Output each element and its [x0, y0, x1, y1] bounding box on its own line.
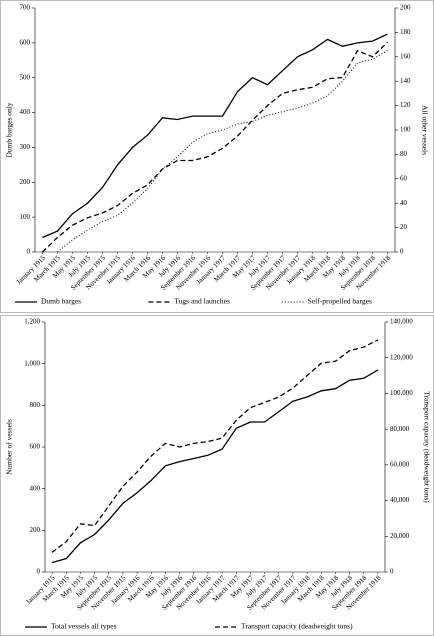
y2-tick-label: 40	[400, 199, 408, 207]
legend-label: Dumb barges	[41, 297, 81, 306]
y-tick-label: 1,200	[24, 318, 40, 326]
y-tick-label: 400	[20, 108, 31, 116]
y-tick-label: 200	[30, 526, 41, 534]
y2-axis-title: All other vessels	[420, 105, 429, 155]
y2-tick-label: 0	[390, 568, 394, 576]
y2-tick-label: 120,000	[390, 353, 413, 361]
y2-tick-label: 60	[400, 174, 408, 182]
y-tick-label: 100	[20, 213, 31, 221]
y-tick-label: 0	[27, 248, 31, 256]
legend-label: Transport capacity (deadweight tons)	[241, 622, 353, 631]
y-tick-label: 600	[20, 38, 31, 46]
y-axis-title: Number of vessels	[5, 419, 14, 475]
y2-tick-label: 20,000	[390, 532, 410, 540]
y2-tick-label: 140,000	[390, 318, 413, 326]
y-tick-label: 500	[20, 73, 31, 81]
y2-tick-label: 60,000	[390, 460, 410, 468]
series-line	[42, 33, 388, 238]
y2-tick-label: 140	[400, 77, 411, 85]
y2-tick-label: 20	[400, 223, 408, 231]
legend-label: Tugs and launches	[174, 297, 230, 306]
y2-tick-label: 80,000	[390, 425, 410, 433]
y2-tick-label: 40,000	[390, 496, 410, 504]
y2-tick-label: 80	[400, 150, 408, 158]
y-tick-label: 0	[37, 568, 41, 576]
y-tick-label: 600	[30, 443, 41, 451]
y-tick-label: 800	[30, 401, 41, 409]
legend-label: Self-propelled barges	[308, 297, 372, 306]
y-axis-title: Dumb barges only	[5, 102, 14, 158]
series-line	[57, 50, 388, 253]
y2-tick-label: 200	[400, 4, 411, 12]
y2-tick-label: 120	[400, 101, 411, 109]
y2-tick-label: 180	[400, 28, 411, 36]
y-tick-label: 400	[30, 484, 41, 492]
y-tick-label: 700	[20, 4, 31, 12]
y-tick-label: 300	[20, 143, 31, 151]
y2-tick-label: 160	[400, 52, 411, 60]
series-line	[51, 339, 379, 553]
y-tick-label: 200	[20, 178, 31, 186]
legend-label: Total vessels all types	[51, 622, 117, 631]
series-line	[42, 41, 388, 253]
y-tick-label: 1,000	[24, 359, 40, 367]
y2-tick-label: 0	[400, 248, 404, 256]
y2-tick-label: 100,000	[390, 389, 413, 397]
y2-axis-title: Transport capacity (deadweight tons)	[422, 391, 431, 503]
y2-tick-label: 100	[400, 126, 411, 134]
series-line	[51, 369, 379, 564]
